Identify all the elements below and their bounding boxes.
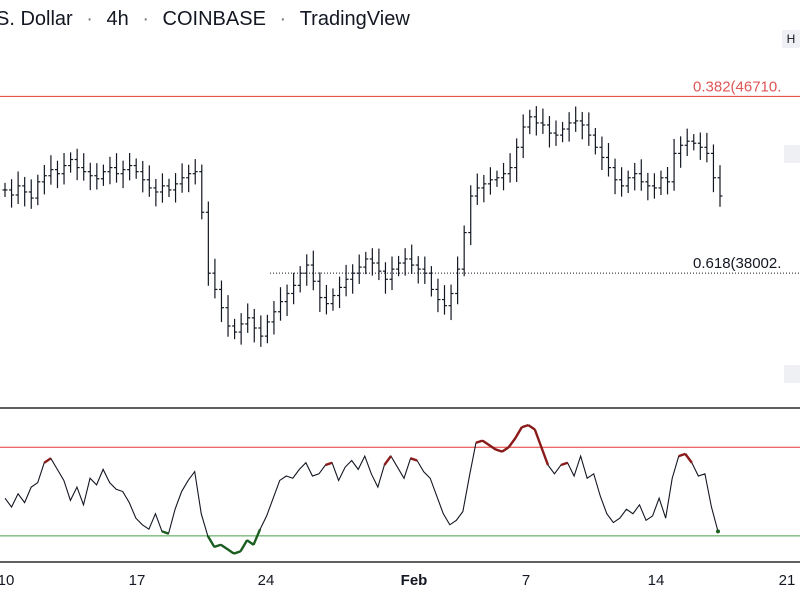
overbought-segment xyxy=(501,446,510,453)
oscillator-line xyxy=(4,424,719,555)
overbought-segment xyxy=(560,461,568,467)
overbought-segment xyxy=(43,457,52,464)
oversold-segment xyxy=(252,528,262,546)
oversold-segment xyxy=(206,535,216,548)
overbought-segment xyxy=(495,448,503,453)
overbought-segment xyxy=(481,439,490,447)
exchange-label: COINBASE xyxy=(162,8,266,31)
fib-level-label: 0.618(38002. xyxy=(693,255,781,272)
x-tick-label: 17 xyxy=(129,572,146,589)
x-tick-label: 21 xyxy=(779,572,796,589)
overbought-segment xyxy=(533,429,543,448)
x-tick-label: 7 xyxy=(522,572,530,589)
x-tick-label: 14 xyxy=(648,572,665,589)
price-scale-tag xyxy=(784,365,800,383)
overbought-segment xyxy=(383,455,392,466)
oversold-segment xyxy=(246,539,255,546)
symbol-label: S. Dollar xyxy=(0,8,73,31)
fib-level-label: 0.382(46710. xyxy=(693,78,781,95)
overbought-segment xyxy=(684,453,693,464)
side-tag-text: H xyxy=(786,32,796,46)
oversold-segment xyxy=(233,550,241,555)
overbought-segment xyxy=(521,423,529,429)
overbought-segment xyxy=(325,461,333,467)
x-tick-label: 24 xyxy=(258,572,275,589)
oscillator-last-point xyxy=(716,529,720,534)
oversold-segment xyxy=(239,539,249,552)
x-tick-label: Feb xyxy=(401,572,428,589)
overbought-segment xyxy=(527,424,536,431)
side-tag: H xyxy=(782,30,800,48)
chart-header: S. Dollar · 4h · COINBASE · TradingView xyxy=(0,8,800,38)
oversold-segment xyxy=(226,548,235,555)
interval-label[interactable]: 4h xyxy=(106,8,129,31)
source-label: TradingView xyxy=(299,8,410,31)
overbought-segment xyxy=(540,446,550,466)
overbought-segment xyxy=(410,457,418,462)
oversold-segment xyxy=(213,543,222,549)
overbought-segment xyxy=(507,437,517,448)
oversold-segment xyxy=(220,543,229,551)
price-scale-tag xyxy=(784,145,800,163)
overbought-segment xyxy=(514,426,523,439)
separator-dot: · xyxy=(86,8,93,31)
separator-dot: · xyxy=(279,8,287,31)
overbought-segment xyxy=(488,444,497,451)
overbought-segment xyxy=(678,452,686,458)
separator-dot: · xyxy=(142,8,149,31)
x-tick-label: 10 xyxy=(0,572,14,589)
overbought-segment xyxy=(475,439,483,444)
oversold-segment xyxy=(161,530,169,535)
